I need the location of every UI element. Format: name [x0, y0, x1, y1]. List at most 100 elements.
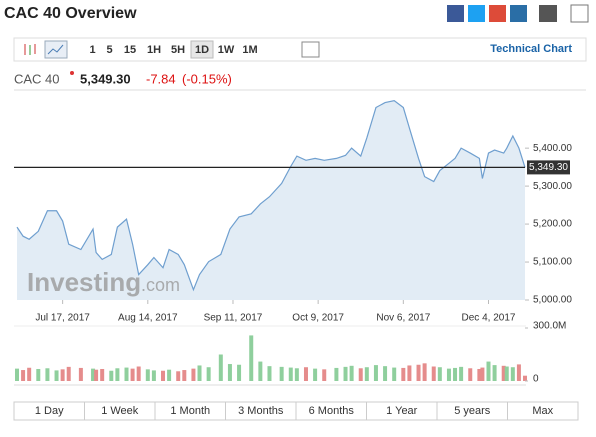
technical-chart-link[interactable]: Technical Chart [490, 43, 572, 55]
interval-button[interactable]: 1M [242, 44, 257, 56]
volume-bar [15, 368, 19, 381]
volume-bar [407, 365, 412, 381]
volume-bar [349, 365, 354, 381]
volume-bar [364, 367, 369, 381]
volume-bar [130, 368, 135, 381]
volume-bar [54, 370, 59, 381]
volume-bar [313, 368, 318, 381]
x-tick-label: Jul 17, 2017 [35, 313, 90, 324]
volume-bar [422, 363, 427, 381]
x-tick-label: Sep 11, 2017 [204, 313, 263, 324]
range-label[interactable]: 5 years [454, 405, 491, 417]
volume-bar [27, 367, 32, 381]
chart-type-icons [20, 40, 320, 59]
y2-tick-label: 300.0M [533, 321, 566, 332]
x-tick-label: Dec 4, 2017 [462, 313, 516, 324]
volume-bar [66, 366, 71, 381]
volume-bar [151, 370, 156, 381]
interval-button[interactable]: 5 [106, 44, 112, 56]
price-area [17, 100, 525, 300]
y-tick-label: 5,300.00 [533, 181, 572, 192]
watermark-brand: Investing [27, 267, 141, 297]
quote-line: CAC 40 5,349.30 -7.84 (-0.15%) [14, 71, 232, 86]
volume-bar [109, 370, 114, 381]
facebook-icon[interactable] [447, 5, 464, 22]
stocktwits-icon[interactable] [510, 5, 527, 22]
volume-bar [437, 367, 442, 381]
volume-bar [501, 365, 506, 381]
range-label[interactable]: 1 Year [386, 405, 418, 417]
volume-bar [392, 367, 397, 381]
interval-button[interactable]: 1 [89, 44, 95, 56]
quote-last: 5,349.30 [80, 71, 131, 86]
volume-bar [334, 367, 339, 381]
google-icon[interactable] [489, 5, 506, 22]
share-icons [447, 4, 589, 23]
volume-bar [504, 366, 509, 381]
range-button[interactable] [507, 401, 579, 421]
x-tick-label: Nov 6, 2017 [376, 313, 430, 324]
y-tick-label: 5,000.00 [533, 295, 572, 306]
watermark-suffix: .com [141, 275, 180, 295]
toolbar [13, 37, 587, 62]
volume-bar [523, 375, 527, 381]
volume-bar [401, 367, 406, 381]
volume-bar [197, 365, 202, 381]
volume-bar [516, 364, 521, 381]
interval-button[interactable]: 1H [147, 44, 161, 56]
range-label[interactable]: 1 Week [101, 405, 139, 417]
interval-button[interactable]: 5H [171, 44, 185, 56]
x-tick-label: Aug 14, 2017 [118, 313, 178, 324]
settings-icon[interactable] [301, 41, 320, 58]
y-tick-label: 5,100.00 [533, 257, 572, 268]
volume-bar [477, 368, 482, 381]
volume-bar [100, 368, 105, 381]
range-label[interactable]: 6 Months [309, 405, 355, 417]
volume-bar [486, 361, 491, 381]
volume-bar [446, 368, 451, 381]
volume-bar [468, 368, 473, 381]
volume-bar [91, 368, 96, 381]
y-tick-label: 5,200.00 [533, 219, 572, 230]
volume-bar [358, 368, 363, 381]
area-icon[interactable] [44, 40, 68, 59]
volume-bar [78, 367, 83, 381]
volume-bar [431, 366, 436, 381]
volume-bar [176, 371, 181, 381]
widget-title: CAC 40 Overview [4, 5, 137, 22]
email-icon[interactable] [539, 5, 557, 22]
price-line [16, 100, 526, 292]
volume-bar [124, 367, 129, 381]
volume-bar [322, 369, 327, 381]
print-icon[interactable] [570, 4, 589, 23]
quote-change: -7.84 [146, 71, 176, 86]
volume-bar [145, 369, 150, 381]
last-price-label: 5,349.30 [529, 162, 568, 173]
range-label[interactable]: 3 Months [238, 405, 284, 417]
last-price-box [527, 160, 570, 175]
twitter-icon[interactable] [468, 5, 485, 22]
volume-bar [510, 367, 515, 381]
interval-button[interactable]: 15 [124, 44, 136, 56]
volume-bar [279, 366, 284, 381]
volume-bar [45, 368, 50, 381]
volume-bar [294, 368, 299, 381]
interval-button[interactable]: 1D [195, 44, 209, 56]
status-dot [70, 71, 74, 75]
volume-bar [492, 365, 497, 381]
interval-buttons: 1 5 15 1H 5H 1D 1W 1M [89, 40, 258, 59]
volume-bar [480, 367, 485, 381]
interval-button[interactable]: 1W [218, 44, 235, 56]
volume-bar [227, 364, 232, 381]
volume-bar [161, 370, 166, 381]
range-label[interactable]: 1 Month [170, 405, 210, 417]
volume-bar [206, 367, 211, 381]
range-label[interactable]: Max [532, 405, 553, 417]
volume-bar [459, 366, 464, 381]
range-label[interactable]: 1 Day [35, 405, 64, 417]
volume-bar [267, 366, 272, 381]
volume-bar [218, 354, 223, 381]
volume-bar [303, 367, 308, 381]
volume-bar [115, 368, 120, 381]
